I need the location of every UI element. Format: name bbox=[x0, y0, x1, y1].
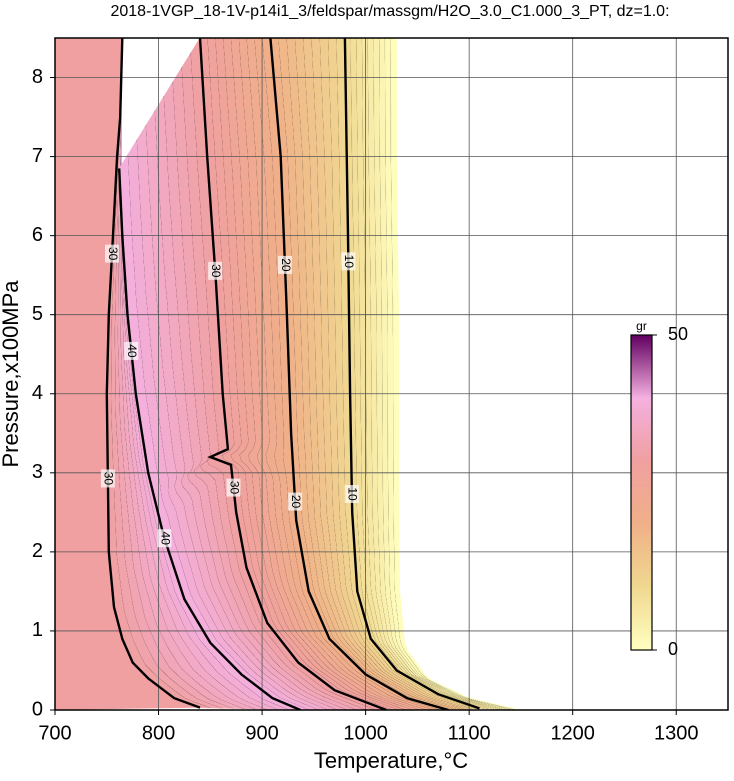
region-fill bbox=[55, 38, 200, 710]
contour-label: 30 bbox=[209, 264, 223, 278]
contour-label: 20 bbox=[279, 258, 293, 272]
colorbar bbox=[630, 334, 653, 651]
x-axis-label: Temperature,°C bbox=[314, 748, 468, 773]
contour-label-bg bbox=[157, 529, 172, 548]
major-contour bbox=[343, 38, 480, 710]
major-contour bbox=[105, 38, 201, 709]
contour-label: 30 bbox=[102, 472, 116, 486]
x-tick-label: 700 bbox=[38, 722, 71, 744]
band-fill bbox=[384, 38, 517, 710]
contour-label: 40 bbox=[125, 344, 139, 358]
y-tick-label: 8 bbox=[32, 66, 43, 88]
y-tick-label: 1 bbox=[32, 619, 43, 641]
contour-label-bg bbox=[208, 261, 223, 280]
contour-label: 30 bbox=[227, 481, 241, 495]
y-tick-label: 4 bbox=[32, 382, 43, 404]
contour-label-bg bbox=[100, 469, 115, 488]
y-axis-label: Pressure,x100MPa bbox=[0, 280, 23, 468]
contour-label: 20 bbox=[289, 495, 303, 509]
x-tick-label: 800 bbox=[142, 722, 175, 744]
x-tick-label: 1300 bbox=[654, 722, 699, 744]
contour-label-bg bbox=[344, 485, 359, 504]
contour-label-bg bbox=[341, 252, 356, 271]
x-tick-label: 1200 bbox=[550, 722, 595, 744]
y-tick-label: 5 bbox=[32, 303, 43, 325]
contour-label-bg bbox=[277, 255, 292, 274]
y-tick-label: 6 bbox=[32, 224, 43, 246]
chart-title: 2018-1VGP_18-1V-p14i1_3/feldspar/massgm/… bbox=[110, 3, 669, 20]
minor-contour bbox=[390, 38, 517, 710]
band-fill bbox=[390, 38, 521, 710]
y-tick-label: 0 bbox=[32, 698, 43, 720]
y-tick-label: 2 bbox=[32, 540, 43, 562]
minor-contour bbox=[384, 38, 512, 710]
x-tick-label: 1100 bbox=[448, 722, 491, 744]
contour-label: 30 bbox=[106, 247, 120, 261]
contour-label-bg bbox=[226, 478, 241, 497]
contour-label-bg bbox=[288, 492, 303, 511]
contour-label-bg bbox=[105, 244, 120, 263]
contour-label: 40 bbox=[158, 532, 172, 546]
colorbar-tick-label: 50 bbox=[668, 324, 688, 344]
contour-label-bg bbox=[124, 341, 139, 360]
y-tick-label: 7 bbox=[32, 145, 43, 167]
x-tick-label: 1000 bbox=[343, 722, 388, 744]
colorbar-tick-label: 0 bbox=[668, 639, 678, 659]
plot-frame bbox=[54, 37, 729, 711]
y-tick-label: 3 bbox=[32, 461, 43, 483]
major-contour bbox=[269, 38, 449, 710]
colorbar-label: gr bbox=[636, 319, 647, 333]
x-tick-label: 900 bbox=[245, 722, 278, 744]
contour-label: 10 bbox=[346, 487, 360, 501]
contour-label: 10 bbox=[342, 255, 356, 269]
plot-area: 30 30 40 40 30 30 20 20 10 10 bbox=[55, 38, 728, 710]
